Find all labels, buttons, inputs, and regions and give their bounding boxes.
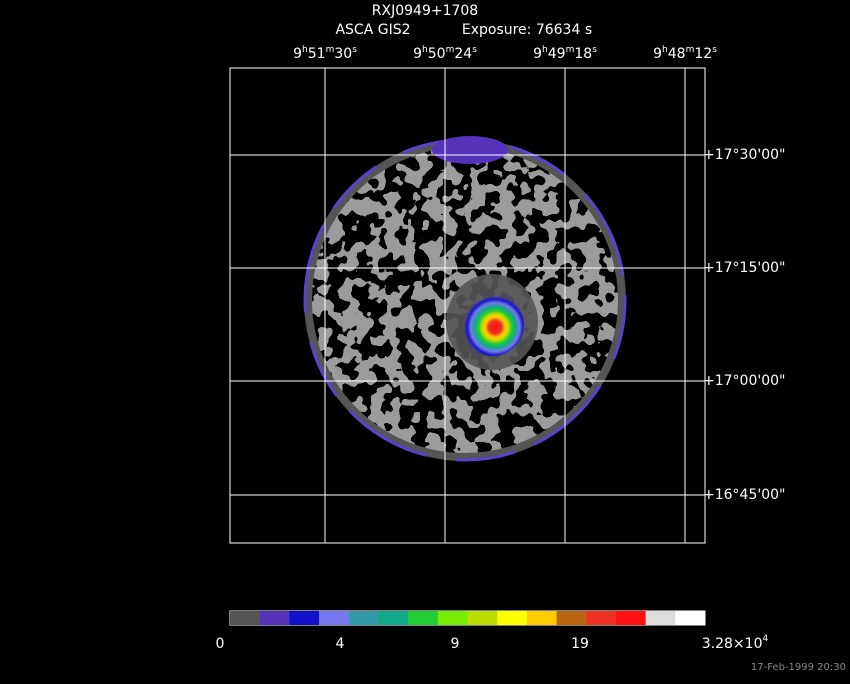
colorbar-segment [467, 611, 498, 625]
instrument: ASCA GIS2 [335, 22, 410, 38]
ra-unit: m [446, 45, 455, 55]
dec-label: +17°30'00" [703, 147, 785, 163]
field-of-view [303, 136, 627, 462]
colorbar-segment [437, 611, 468, 625]
title: RXJ0949+1708 [372, 3, 478, 19]
colorbar-segment [348, 611, 379, 625]
colorbar-max-label: 3.28×104 [702, 634, 769, 653]
colorbar-segment [497, 611, 528, 625]
exponent: 4 [762, 634, 768, 644]
ra-number: 51 [308, 46, 326, 62]
ra-label: 9h50m24s [413, 45, 477, 63]
ra-unit: m [566, 45, 575, 55]
colorbar-segment [319, 611, 350, 625]
colorbar-label: 4 [336, 636, 345, 652]
ra-unit: s [592, 45, 597, 55]
colorbar-segment [586, 611, 617, 625]
colorbar-label: 0 [216, 636, 225, 652]
colorbar-label: 9 [451, 636, 460, 652]
ra-number: 9 [293, 46, 302, 62]
ra-unit: m [326, 45, 335, 55]
colorbar-segment [378, 611, 409, 625]
exposure: Exposure: 76634 s [462, 22, 592, 38]
ra-number: 49 [548, 46, 566, 62]
colorbar-label: 19 [571, 636, 589, 652]
ra-number: 24 [454, 46, 472, 62]
dec-label: +16°45'00" [703, 487, 785, 503]
colorbar-segment [259, 611, 290, 625]
colorbar-segment [230, 611, 261, 625]
calibration-source [432, 136, 508, 164]
ra-number: 30 [334, 46, 352, 62]
ra-label: 9h49m18s [533, 45, 597, 63]
ra-unit: s [352, 45, 357, 55]
ra-unit: s [472, 45, 477, 55]
ra-number: 48 [668, 46, 686, 62]
ra-number: 12 [694, 46, 712, 62]
colorbar-segment [289, 611, 320, 625]
colorbar-segment [408, 611, 439, 625]
colorbar-segment [675, 611, 706, 625]
ra-unit: s [712, 45, 717, 55]
ra-label: 9h51m30s [293, 45, 357, 63]
ra-number: 18 [574, 46, 592, 62]
ra-number: 9 [653, 46, 662, 62]
mantissa: 3.28×10 [702, 636, 763, 652]
ra-number: 50 [428, 46, 446, 62]
dec-label: +17°00'00" [703, 373, 785, 389]
ra-label: 9h48m12s [653, 45, 717, 63]
ra-number: 9 [533, 46, 542, 62]
dec-label: +17°15'00" [703, 260, 785, 276]
colorbar-segment [645, 611, 676, 625]
x-ray-source [460, 292, 524, 356]
ra-unit: h [422, 45, 428, 55]
ra-number: 9 [413, 46, 422, 62]
timestamp: 17-Feb-1999 20:30 [751, 662, 846, 673]
ra-unit: h [542, 45, 548, 55]
colorbar-segment [526, 611, 558, 625]
frame [229, 67, 706, 544]
coordinate-grid [229, 67, 706, 544]
ra-unit: m [686, 45, 695, 55]
colorbar-segment [615, 611, 647, 625]
ra-unit: h [302, 45, 308, 55]
colorbar-segment [556, 611, 587, 625]
ra-unit: h [662, 45, 668, 55]
